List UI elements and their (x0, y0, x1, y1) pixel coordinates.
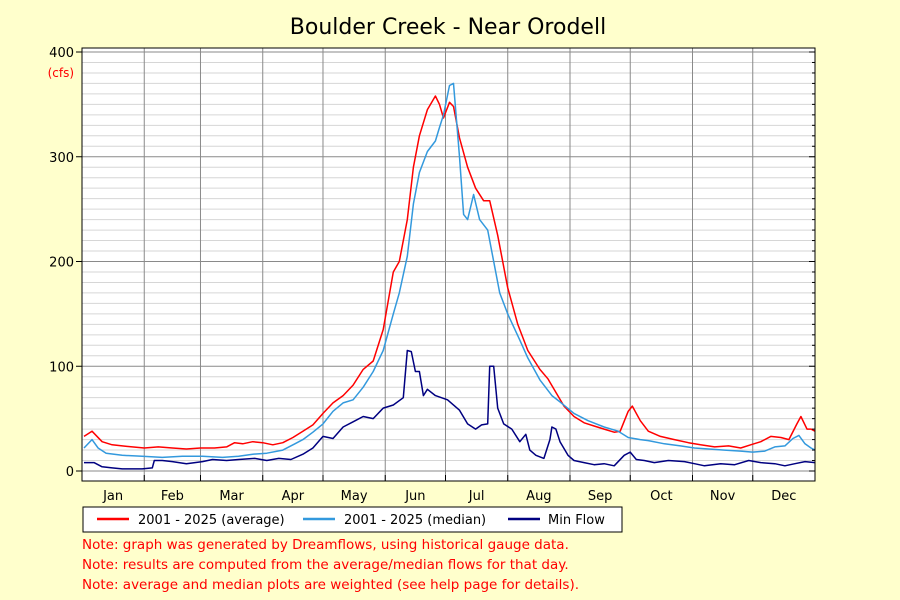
x-tick-label: Jun (404, 489, 425, 504)
legend: 2001 - 2025 (average) 2001 - 2025 (media… (82, 506, 623, 533)
x-tick-label: Mar (219, 489, 244, 504)
median-line (83, 82, 816, 459)
x-tick-label: Nov (710, 489, 736, 504)
x-tick-label: Apr (282, 489, 305, 504)
y-tick-label: 0 (66, 465, 74, 480)
legend-min-flow-label: Min Flow (548, 513, 605, 528)
series-layer (83, 82, 816, 470)
note-line-3: Note: average and median plots are weigh… (82, 577, 580, 593)
plot-frame (81, 47, 816, 482)
y-tick-label: 200 (49, 256, 74, 271)
legend-median-label: 2001 - 2025 (median) (344, 513, 486, 528)
legend-box (82, 506, 623, 533)
x-tick-label: May (341, 489, 368, 504)
y-axis-unit-label: (cfs) (48, 66, 74, 80)
y-tick-label: 100 (49, 360, 74, 375)
plot-area (82, 48, 815, 481)
x-tick-label: Jan (102, 489, 123, 504)
chart-title: Boulder Creek - Near Orodell (290, 15, 606, 40)
note-line-2: Note: results are computed from the aver… (82, 557, 569, 573)
x-tick-label: Dec (771, 489, 796, 504)
min-flow-line (84, 349, 816, 470)
x-tick-label: Aug (526, 489, 551, 504)
x-tick-label: Jul (468, 489, 485, 504)
axis-layer: 0 100 200 300 400 Jan Feb Mar Apr May Jun Jul Aug Sep… (49, 46, 815, 504)
x-tick-label: Feb (161, 489, 184, 504)
x-tick-label: Oct (650, 489, 672, 504)
note-line-1: Note: graph was generated by Dreamflows,… (82, 537, 569, 553)
y-tick-label: 300 (49, 151, 74, 166)
x-tick-label: Sep (588, 489, 613, 504)
y-tick-label: 400 (49, 46, 74, 61)
grid-layer (82, 48, 815, 481)
legend-average-label: 2001 - 2025 (average) (138, 513, 285, 528)
